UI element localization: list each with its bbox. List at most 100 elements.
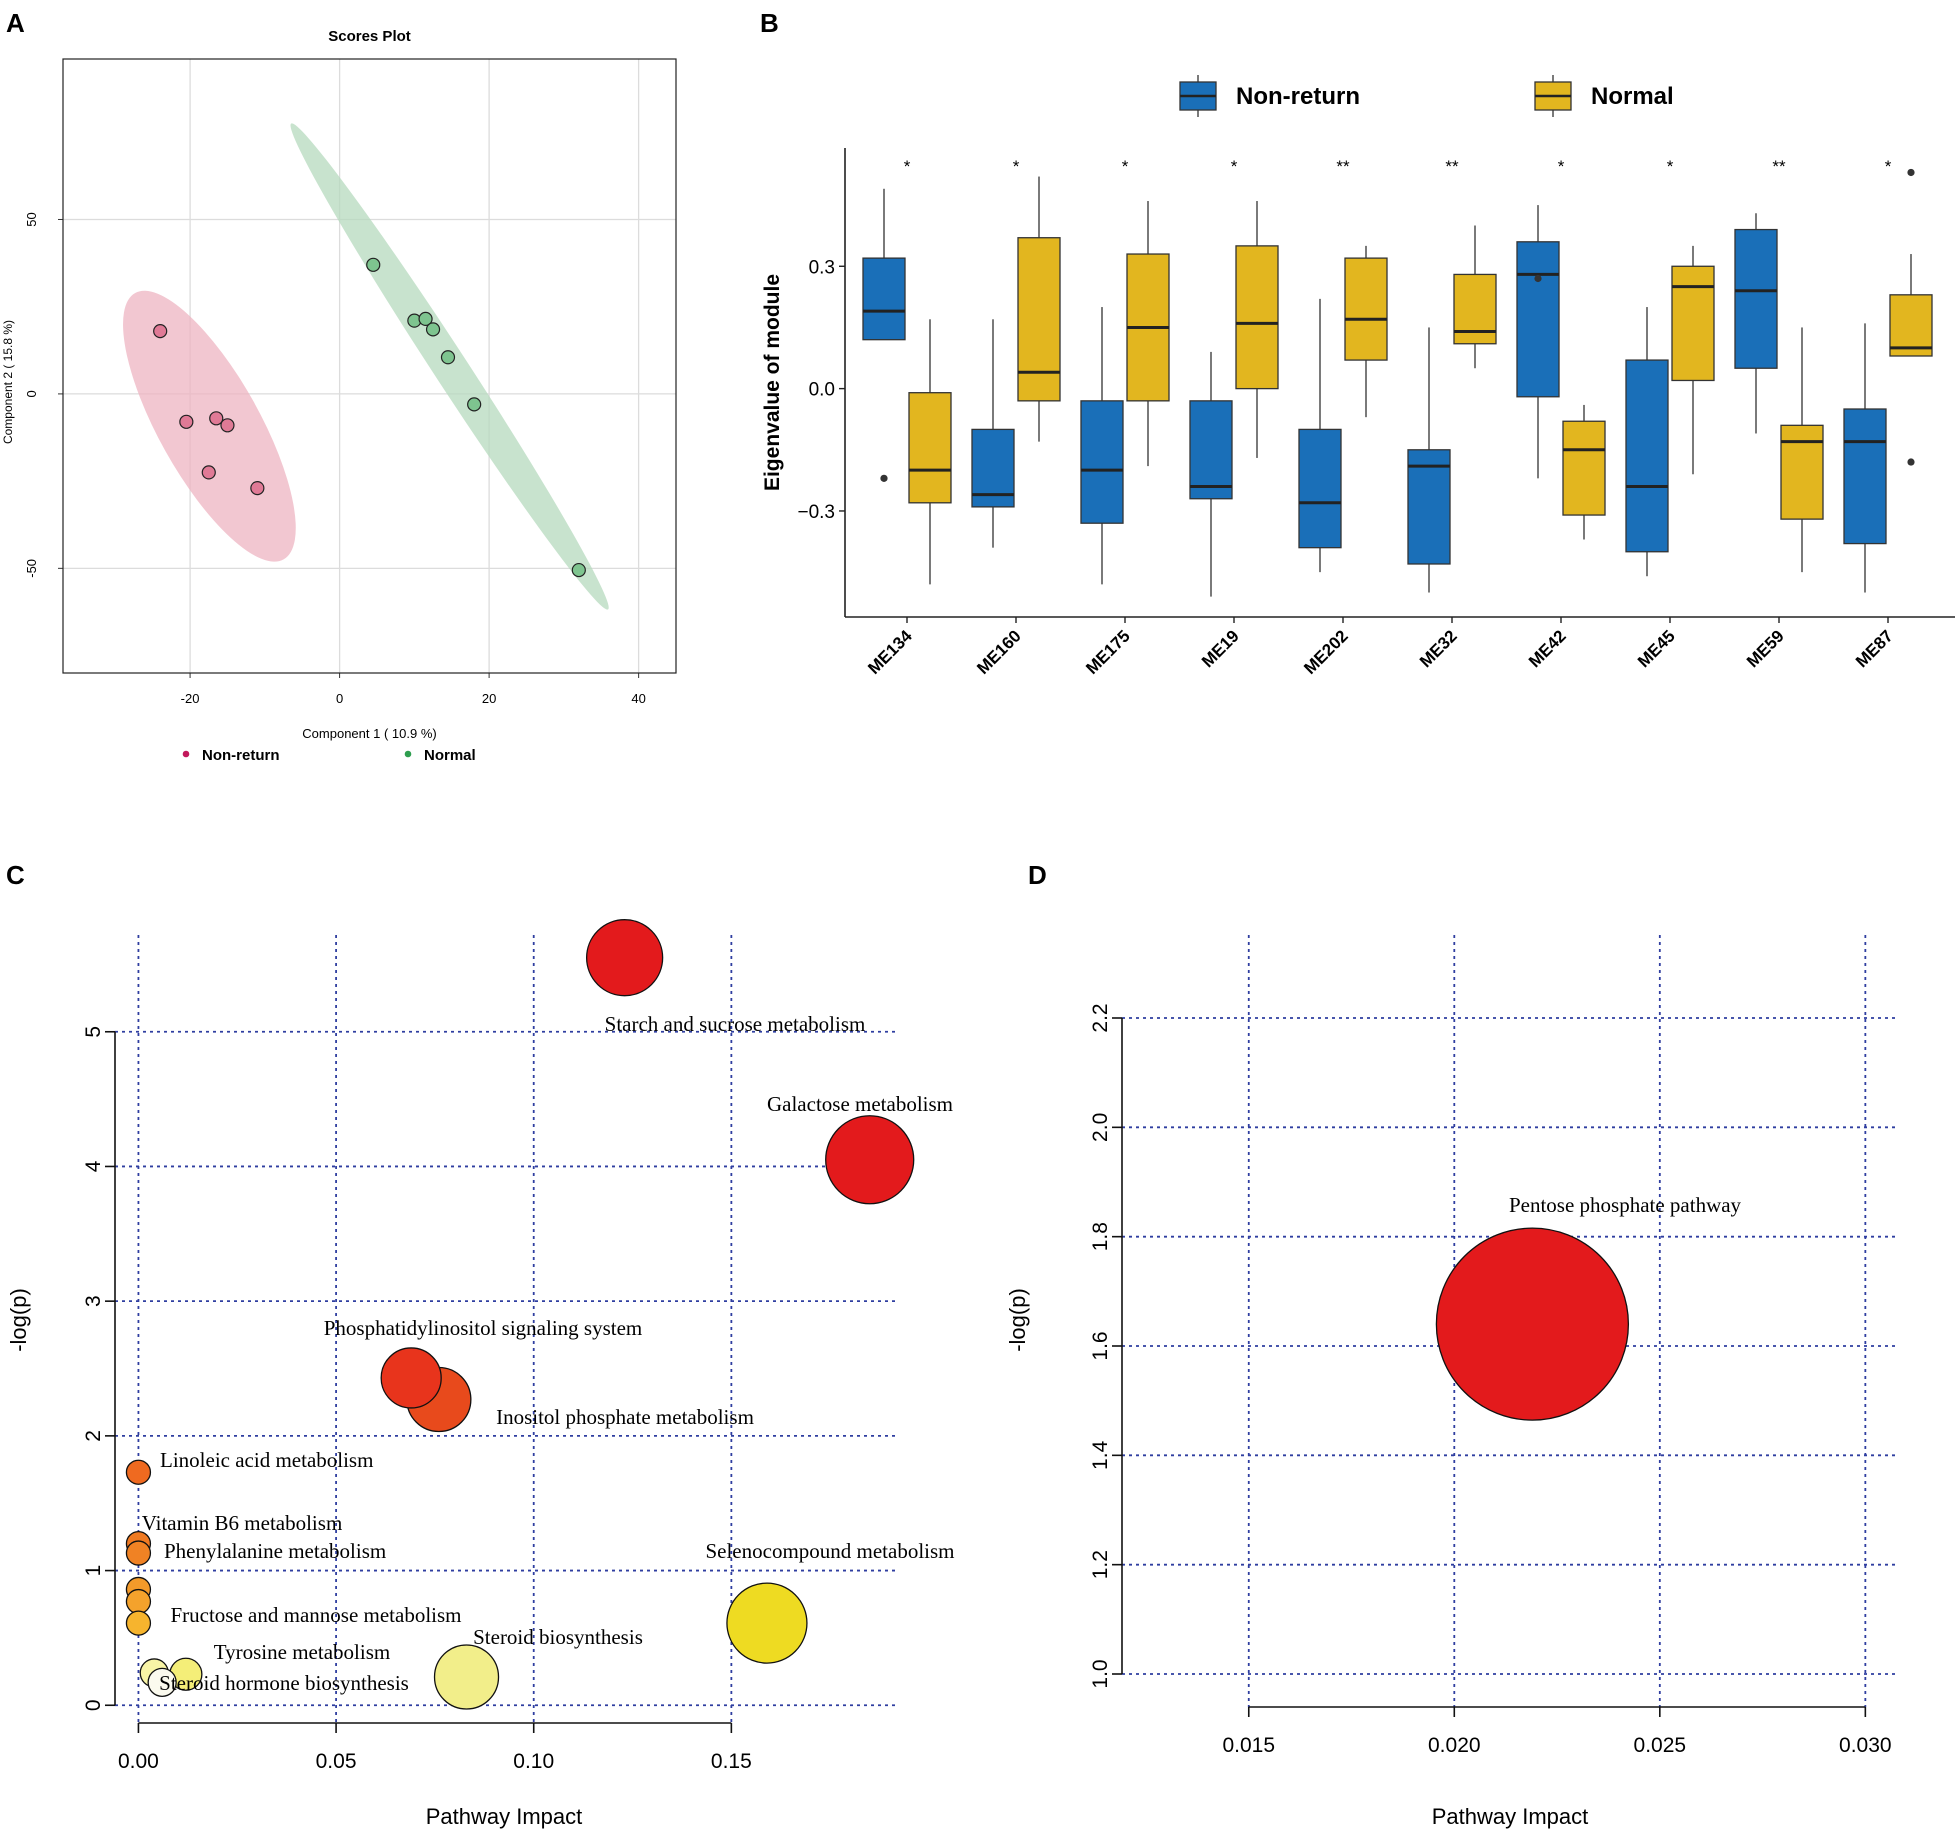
- y-tick-label: 0.3: [809, 257, 835, 278]
- point-non-return: [153, 324, 168, 339]
- x-tick-label: 0.020: [1428, 1734, 1481, 1757]
- x-tick-label: 0.15: [711, 1750, 752, 1773]
- box-normal: [1671, 265, 1715, 382]
- bubble: [125, 1540, 152, 1566]
- y-tick-label: 1.4: [1089, 1440, 1112, 1470]
- significance-marker: *: [1667, 157, 1674, 176]
- y-axis-label: -log(p): [1005, 1288, 1030, 1352]
- point-normal: [571, 562, 586, 578]
- point-normal: [467, 397, 482, 412]
- box-non-return: [1625, 359, 1669, 553]
- x-tick-label: 0.05: [316, 1750, 357, 1773]
- x-tick-label: 0.030: [1839, 1734, 1892, 1757]
- box-normal-outlier: [1907, 458, 1915, 466]
- point-normal: [440, 350, 456, 365]
- y-tick-label: 1.2: [1089, 1550, 1112, 1579]
- x-tick-label: 0.10: [513, 1750, 554, 1773]
- x-axis-label: Pathway Impact: [1432, 1804, 1589, 1829]
- box-non-return: [1189, 400, 1233, 500]
- bubble: [147, 1667, 177, 1698]
- y-tick-label: 0: [82, 1699, 105, 1711]
- y-tick-label: 3: [82, 1295, 105, 1307]
- significance-marker: **: [1336, 157, 1350, 176]
- y-tick-label: 1.6: [1089, 1331, 1112, 1360]
- bubble: [125, 1610, 152, 1636]
- bubble-label: Steroid biosynthesis: [473, 1625, 643, 1649]
- panel-label-a: A: [6, 8, 25, 38]
- legend-label: Non-return: [1236, 83, 1360, 110]
- bubble: [585, 919, 664, 997]
- legend-marker: [404, 750, 412, 758]
- legend-marker: [182, 750, 190, 758]
- box-normal: [1453, 273, 1497, 345]
- box-non-return: [1734, 228, 1778, 369]
- y-tick-label: 0.0: [809, 380, 835, 401]
- panel-a-scores-plot: Scores Plot -20 0 20 40 -50 0 50 Component 1 ( 1…: [1, 28, 677, 764]
- box-non-return-outlier: [1534, 274, 1542, 283]
- legend-label: Normal: [1591, 83, 1674, 110]
- y-tick-label: -50: [24, 559, 39, 578]
- x-axis-label: Component 1 ( 10.9 %): [302, 726, 436, 741]
- box-non-return: [1407, 449, 1451, 565]
- y-tick-label: 0: [24, 390, 39, 397]
- x-axis-label: Pathway Impact: [426, 1804, 583, 1829]
- significance-marker: **: [1445, 157, 1459, 176]
- bubble: [433, 1644, 500, 1710]
- x-tick-label: 20: [482, 691, 496, 706]
- box-normal: [1017, 237, 1061, 402]
- bubble: [125, 1588, 152, 1615]
- box-normal: [1235, 245, 1279, 390]
- significance-marker: *: [1013, 157, 1020, 176]
- x-tick-label: 0.015: [1222, 1734, 1275, 1757]
- significance-marker: *: [1122, 157, 1129, 176]
- box-normal: [1562, 420, 1606, 516]
- y-axis-label: Eigenvalue of module: [761, 274, 784, 491]
- y-tick-label: 1.0: [1089, 1659, 1112, 1688]
- significance-marker: *: [1885, 157, 1892, 176]
- ellipse-normal: [290, 123, 609, 610]
- bubble-label: Linoleic acid metabolism: [160, 1448, 373, 1472]
- x-tick-label: 0: [336, 691, 343, 706]
- bubble-label: Phenylalanine metabolism: [164, 1539, 386, 1563]
- y-tick-label: 5: [82, 1026, 105, 1038]
- bubble-label: Tyrosine metabolism: [214, 1640, 390, 1664]
- y-tick-label: 50: [24, 212, 39, 226]
- bubble-label: Selenocompound metabolism: [705, 1539, 954, 1563]
- bubble: [726, 1582, 808, 1664]
- y-tick-label: −0.3: [797, 502, 835, 523]
- point-non-return: [209, 411, 224, 426]
- bubble-label: Phosphatidylinositol signaling system: [324, 1316, 643, 1340]
- chart-title: Scores Plot: [328, 28, 411, 45]
- box-non-return: [1843, 408, 1887, 545]
- y-tick-label: 2.0: [1089, 1113, 1112, 1142]
- bubble: [380, 1347, 442, 1409]
- bubble-label: Galactose metabolism: [767, 1092, 953, 1116]
- box-normal: [908, 392, 952, 504]
- bubble: [825, 1115, 915, 1205]
- bubble-label: Pentose phosphate pathway: [1509, 1193, 1742, 1217]
- box-normal: [1889, 294, 1933, 357]
- box-non-return: [1516, 241, 1560, 398]
- bubble: [125, 1459, 152, 1485]
- legend-label: Normal: [424, 747, 476, 764]
- point-non-return: [250, 481, 265, 496]
- bubble-label: Steroid hormone biosynthesis: [159, 1671, 409, 1695]
- bubble: [1435, 1227, 1630, 1421]
- y-tick-label: 2.2: [1089, 1003, 1112, 1032]
- point-non-return: [201, 465, 216, 480]
- y-tick-label: 2: [82, 1430, 105, 1442]
- panel-d-pathway-bubble: 1.0 1.2 1.4 1.6 1.8 2.0 2.2 0.015 0.020 0.025 0.03…: [1005, 935, 1898, 1829]
- panel-label-d: D: [1028, 860, 1047, 890]
- bubble-label: Vitamin B6 metabolism: [142, 1511, 343, 1535]
- point-normal: [366, 257, 381, 272]
- plot-frame: [62, 58, 677, 674]
- x-tick-label: 0.025: [1634, 1734, 1687, 1757]
- y-axis-label: -log(p): [6, 1288, 31, 1352]
- box-non-return: [1298, 428, 1342, 549]
- box-normal: [1344, 257, 1388, 361]
- box-non-return: [1080, 400, 1124, 524]
- ellipse-non-return: [123, 290, 296, 562]
- point-non-return: [220, 418, 235, 433]
- y-axis-label: Component 2 ( 15.8 %): [1, 320, 15, 444]
